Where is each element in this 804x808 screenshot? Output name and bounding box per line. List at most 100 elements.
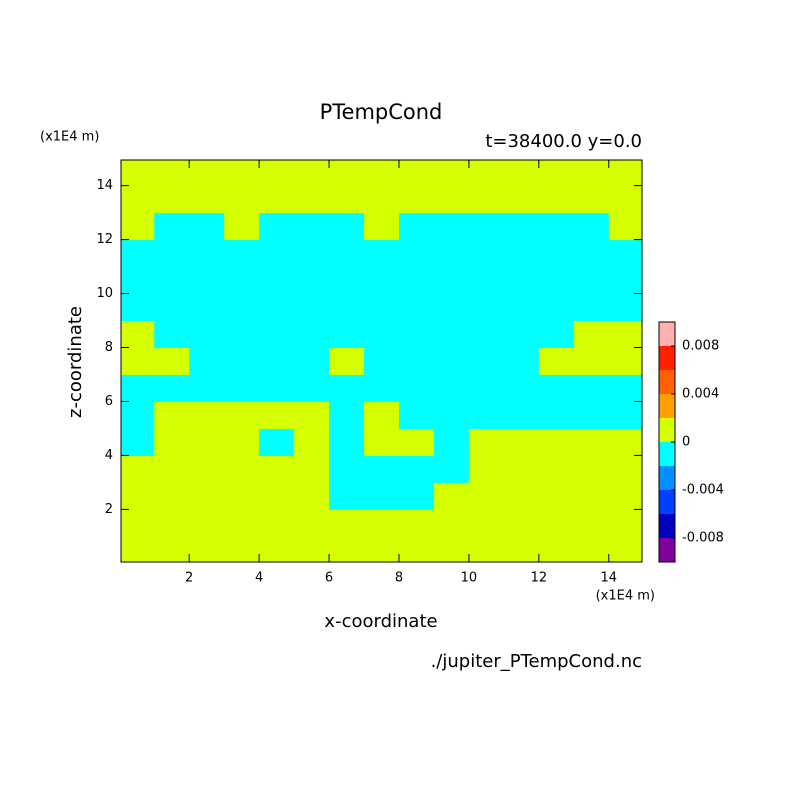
contour-cell — [433, 293, 470, 322]
contour-cell — [398, 185, 435, 214]
contour-cell — [259, 266, 295, 295]
contour-cell — [468, 455, 505, 483]
contour-cell — [538, 401, 575, 429]
contour-cell — [364, 482, 400, 510]
contour-cell — [259, 320, 295, 349]
y-tick-label: 12 — [96, 232, 113, 247]
contour-cell — [538, 212, 575, 241]
contour-cell — [259, 428, 295, 456]
contour-cell — [329, 428, 365, 456]
contour-cell — [224, 160, 260, 187]
contour-cell — [189, 401, 225, 429]
contour-cell — [189, 347, 225, 375]
contour-cell — [608, 239, 642, 268]
contour-cell — [294, 320, 330, 349]
contour-cell — [364, 185, 400, 214]
contour-cell — [259, 347, 295, 375]
contour-cell — [468, 320, 505, 349]
contour-cell — [433, 374, 470, 402]
contour-cell — [398, 428, 435, 456]
contour-cell — [224, 185, 260, 214]
contour-cell — [433, 347, 470, 375]
contour-cell — [224, 212, 260, 241]
contour-cell — [364, 266, 400, 295]
contour-cell — [503, 239, 540, 268]
contour-cell — [154, 455, 190, 483]
contour-cell — [433, 536, 470, 562]
y-tick-label: 8 — [105, 340, 113, 355]
contour-cell — [398, 455, 435, 483]
contour-cell — [468, 482, 505, 510]
contour-cell — [503, 347, 540, 375]
source-label: ./jupiter_PTempCond.nc — [431, 651, 642, 672]
contour-cell — [573, 536, 610, 562]
contour-cell — [503, 428, 540, 456]
contour-cell — [329, 536, 365, 562]
y-tick-label: 4 — [105, 448, 113, 463]
contour-cell — [224, 293, 260, 322]
contour-cell — [398, 509, 435, 537]
colorbar-band — [659, 442, 675, 466]
contour-cell — [154, 160, 190, 187]
contour-cell — [189, 293, 225, 322]
contour-cell — [259, 185, 295, 214]
contour-cell — [608, 374, 642, 402]
colorbar-band — [659, 514, 675, 538]
contour-cell — [398, 239, 435, 268]
contour-cell — [608, 212, 642, 241]
contour-cell — [154, 347, 190, 375]
contour-cell — [154, 239, 190, 268]
contour-cell — [154, 509, 190, 537]
contour-cell — [189, 482, 225, 510]
contour-cell — [608, 509, 642, 537]
x-tick-label: 12 — [531, 571, 548, 586]
contour-cell — [154, 482, 190, 510]
contour-cell — [154, 428, 190, 456]
contour-cell — [154, 536, 190, 562]
contour-cell — [573, 374, 610, 402]
contour-cell — [398, 347, 435, 375]
contour-cell — [503, 320, 540, 349]
contour-cell — [121, 212, 155, 241]
contour-cell — [468, 374, 505, 402]
contour-cell — [468, 212, 505, 241]
contour-cell — [259, 293, 295, 322]
contour-cell — [364, 401, 400, 429]
contour-cell — [224, 428, 260, 456]
contour-cell — [538, 320, 575, 349]
contour-cell — [433, 266, 470, 295]
contour-cell — [398, 293, 435, 322]
contour-cell — [294, 239, 330, 268]
contour-cell — [224, 347, 260, 375]
colorbar-band — [659, 394, 675, 418]
contour-cell — [259, 160, 295, 187]
contour-cell — [259, 482, 295, 510]
contour-cell — [608, 320, 642, 349]
contour-cell — [329, 482, 365, 510]
x-tick-label: 2 — [185, 571, 193, 586]
x-tick-label: 4 — [255, 571, 263, 586]
contour-cell — [259, 509, 295, 537]
contour-cell — [121, 347, 155, 375]
y-tick-label: 2 — [105, 502, 113, 517]
contour-cell — [398, 266, 435, 295]
contour-cell — [573, 509, 610, 537]
contour-cell — [573, 239, 610, 268]
contour-cell — [433, 482, 470, 510]
contour-cell — [154, 293, 190, 322]
contour-cell — [468, 347, 505, 375]
contour-cell — [573, 212, 610, 241]
colorbar-tick-label: -0.008 — [682, 531, 724, 546]
colorbar-band — [659, 418, 675, 442]
contour-cell — [433, 239, 470, 268]
contour-cell — [398, 320, 435, 349]
colorbar-band — [659, 466, 675, 490]
contour-cell — [294, 347, 330, 375]
contour-cell — [121, 536, 155, 562]
x-tick-label: 8 — [395, 571, 403, 586]
contour-cell — [608, 536, 642, 562]
chart-title: PTempCond — [320, 100, 443, 124]
contour-cell — [398, 536, 435, 562]
contour-cell — [398, 160, 435, 187]
